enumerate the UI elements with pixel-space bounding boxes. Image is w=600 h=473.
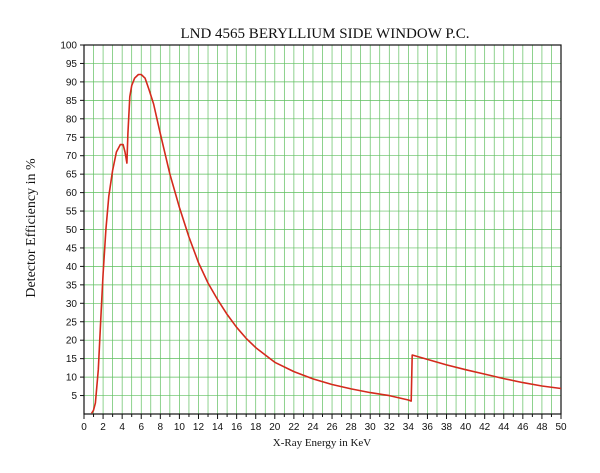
x-tick-label: 48: [536, 422, 548, 433]
y-tick-label: 50: [66, 225, 78, 236]
x-tick-label: 42: [479, 422, 491, 433]
x-tick-label: 12: [193, 422, 205, 433]
x-tick-label: 8: [158, 422, 164, 433]
efficiency-curve: [90, 73, 562, 414]
x-tick-label: 38: [441, 422, 453, 433]
y-tick-label: 30: [66, 299, 78, 310]
y-tick-label: 20: [66, 336, 78, 347]
y-tick-label: 70: [66, 151, 78, 162]
y-tick-label: 100: [60, 41, 77, 52]
x-tick-label: 28: [346, 422, 358, 433]
y-tick-label: 15: [66, 354, 78, 365]
x-tick-label: 30: [365, 422, 377, 433]
y-tick-label: 35: [66, 280, 78, 291]
y-tick-label: 5: [71, 391, 77, 402]
y-tick-label: 40: [66, 262, 78, 273]
x-tick-label: 16: [231, 422, 243, 433]
y-tick-label: 80: [66, 114, 78, 125]
x-axis-label: X-Ray Energy in KeV: [273, 437, 372, 449]
y-tick-label: 10: [66, 373, 78, 384]
x-tick-label: 46: [517, 422, 529, 433]
chart-title: LND 4565 BERYLLIUM SIDE WINDOW P.C.: [180, 26, 469, 42]
x-tick-label: 14: [212, 422, 224, 433]
x-tick-label: 32: [384, 422, 396, 433]
x-tick-label: 4: [119, 422, 125, 433]
x-tick-label: 22: [288, 422, 300, 433]
grid: [84, 45, 561, 414]
x-tick-label: 36: [422, 422, 434, 433]
y-axis: 5 10 15 20 25 30 35 40 45 50 55 60 65 70 75 80 85 90 95 100: [60, 41, 84, 402]
y-tick-label: 75: [66, 133, 78, 144]
y-tick-label: 65: [66, 170, 78, 181]
y-tick-label: 95: [66, 59, 78, 70]
y-tick-label: 45: [66, 243, 78, 254]
x-tick-label: 10: [174, 422, 186, 433]
y-tick-label: 55: [66, 207, 78, 218]
x-tick-label: 18: [250, 422, 262, 433]
y-axis-label: Detector Efficiency in %: [24, 158, 39, 298]
x-axis: 0 2 4 6 8 10 12 14 16 18 20 22 24 26 28 30 32 34 36 38 40 42 4…: [81, 414, 567, 433]
x-tick-label: 44: [498, 422, 510, 433]
x-tick-label: 40: [460, 422, 472, 433]
x-tick-label: 26: [326, 422, 338, 433]
y-tick-label: 60: [66, 188, 78, 199]
x-tick-label: 2: [100, 422, 106, 433]
x-tick-label: 34: [403, 422, 415, 433]
x-tick-label: 20: [269, 422, 281, 433]
x-tick-label: 6: [138, 422, 144, 433]
y-tick-label: 85: [66, 96, 78, 107]
x-tick-label: 24: [307, 422, 319, 433]
y-tick-label: 25: [66, 317, 78, 328]
y-tick-label: 90: [66, 77, 78, 88]
x-tick-label: 0: [81, 422, 87, 433]
x-tick-label: 50: [555, 422, 567, 433]
